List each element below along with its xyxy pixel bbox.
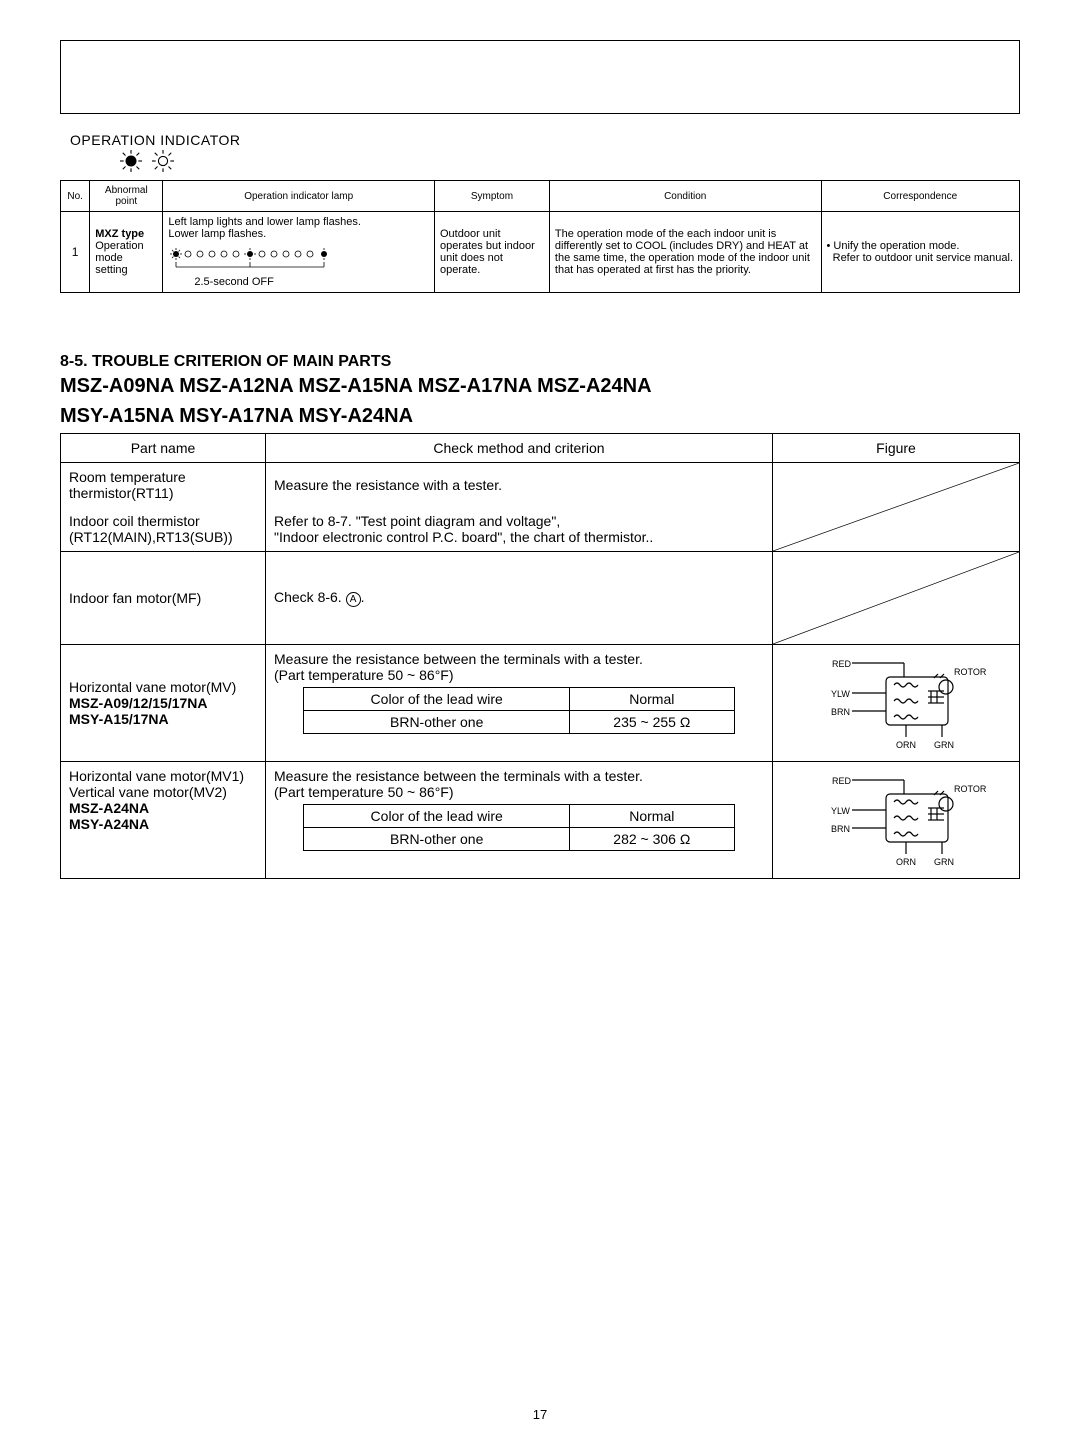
crit-s4-v2: 235 ~ 255 Ω	[570, 711, 735, 734]
ml-brn: BRN	[831, 707, 850, 717]
crit-p5-l2: Vertical vane motor(MV2)	[69, 784, 227, 800]
crit-s4-v1: BRN-other one	[304, 711, 570, 734]
crit-s5-h2: Normal	[570, 805, 735, 828]
crit-subtable-5: Color of the lead wire Normal BRN-other …	[303, 804, 734, 851]
crit-subtable-4: Color of the lead wire Normal BRN-other …	[303, 687, 734, 734]
hollow-sun-icon	[152, 150, 174, 172]
op-th-lamp: Operation indicator lamp	[163, 181, 435, 212]
op-lamp-bot: 2.5-second OFF	[194, 276, 429, 288]
diagonal-line-icon	[773, 463, 1019, 551]
crit-part-3: Indoor fan motor(MF)	[61, 552, 266, 645]
svg-text:RED: RED	[832, 776, 852, 786]
crit-method-1: Measure the resistance with a tester.	[266, 463, 773, 508]
op-lamp-top: Left lamp lights and lower lamp flashes.	[168, 216, 429, 228]
crit-part-1: Room temperature thermistor(RT11)	[61, 463, 266, 508]
motor-diagram-icon: RED YLW BRN ORN GRN ROTOR	[796, 770, 996, 870]
op-abn-l2: Operation mode setting	[95, 240, 143, 276]
op-td-corr: • Unify the operation mode. Refer to out…	[821, 212, 1020, 293]
section-title: 8-5. TROUBLE CRITERION OF MAIN PARTS	[60, 353, 1020, 371]
crit-m4-a: Measure the resistance between the termi…	[274, 651, 643, 667]
crit-method-5: Measure the resistance between the termi…	[266, 762, 773, 879]
crit-part-2: Indoor coil thermistor (RT12(MAIN),RT13(…	[61, 507, 266, 552]
operation-indicator-label: OPERATION INDICATOR	[70, 132, 1020, 148]
crit-th-figure: Figure	[773, 434, 1020, 463]
crit-m3-a: Check 8-6.	[274, 589, 346, 605]
ml-orn: ORN	[896, 740, 916, 750]
crit-m1-text: Measure the resistance with a tester.	[274, 477, 502, 493]
svg-text:ROTOR: ROTOR	[954, 784, 987, 794]
indicator-icons-row	[120, 150, 1020, 172]
crit-s5-v2: 282 ~ 306 Ω	[570, 828, 735, 851]
operation-indicator-table: No. Abnormal point Operation indicator l…	[60, 180, 1020, 293]
circled-a-icon: A	[346, 592, 361, 607]
diagonal-line-icon	[773, 552, 1019, 644]
crit-p4-l3: MSY-A15/17NA	[69, 711, 169, 727]
header-gray-box	[60, 40, 1020, 114]
op-td-lamp: Left lamp lights and lower lamp flashes.…	[163, 212, 435, 293]
crit-fig-4: RED YLW BRN ORN GRN ROTOR	[773, 645, 1020, 762]
op-th-condition: Condition	[549, 181, 821, 212]
crit-fig-5: RED YLW BRN ORN GRN ROTOR	[773, 762, 1020, 879]
crit-method-2: Refer to 8-7. "Test point diagram and vo…	[266, 507, 773, 552]
crit-m3-c: .	[361, 589, 365, 605]
crit-fig-1	[773, 463, 1020, 552]
op-corr-l2: Refer to outdoor unit service manual.	[833, 252, 1013, 264]
svg-text:GRN: GRN	[934, 857, 954, 867]
op-th-no: No.	[61, 181, 90, 212]
op-td-no: 1	[61, 212, 90, 293]
svg-text:BRN: BRN	[831, 824, 850, 834]
op-td-condition: The operation mode of the each indoor un…	[549, 212, 821, 293]
crit-p4-l1: Horizontal vane motor(MV)	[69, 679, 236, 695]
crit-method-3: Check 8-6. A.	[266, 552, 773, 645]
crit-p5-l1: Horizontal vane motor(MV1)	[69, 768, 244, 784]
crit-fig-3	[773, 552, 1020, 645]
op-th-symptom: Symptom	[434, 181, 549, 212]
crit-p5-l3: MSZ-A24NA	[69, 800, 149, 816]
motor-diagram-icon: RED YLW BRN ORN GRN ROTOR	[796, 653, 996, 753]
crit-m2-text-a: Refer to 8-7. "Test point diagram and vo…	[274, 513, 560, 529]
svg-text:YLW: YLW	[831, 806, 850, 816]
op-lamp-mid: Lower lamp flashes.	[168, 228, 429, 240]
op-th-corr: Correspondence	[821, 181, 1020, 212]
crit-m2-text-b: "Indoor electronic control P.C. board", …	[274, 529, 653, 545]
op-th-abn: Abnormal point	[90, 181, 163, 212]
crit-p4-l2: MSZ-A09/12/15/17NA	[69, 695, 208, 711]
crit-s4-h1: Color of the lead wire	[304, 688, 570, 711]
page-number: 17	[0, 1407, 1080, 1422]
ml-grn: GRN	[934, 740, 954, 750]
crit-m5-a: Measure the resistance between the termi…	[274, 768, 643, 784]
crit-s4-h2: Normal	[570, 688, 735, 711]
criterion-table: Part name Check method and criterion Fig…	[60, 433, 1020, 879]
crit-th-part: Part name	[61, 434, 266, 463]
op-corr-l1: Unify the operation mode.	[833, 240, 959, 252]
op-th-abn-text: Abnormal point	[105, 185, 148, 207]
crit-m4-b: (Part temperature 50 ~ 86°F)	[274, 667, 454, 683]
ml-red: RED	[832, 659, 852, 669]
models-line-1: MSZ-A09NA MSZ-A12NA MSZ-A15NA MSZ-A17NA …	[60, 373, 1020, 399]
svg-text:ORN: ORN	[896, 857, 916, 867]
op-td-abn: MXZ type Operation mode setting	[90, 212, 163, 293]
crit-part-4: Horizontal vane motor(MV) MSZ-A09/12/15/…	[61, 645, 266, 762]
ml-ylw: YLW	[831, 689, 850, 699]
crit-s5-h1: Color of the lead wire	[304, 805, 570, 828]
op-td-symptom: Outdoor unit operates but indoor unit do…	[434, 212, 549, 293]
op-lamp-blink-graphic	[168, 244, 429, 272]
crit-p5-l4: MSY-A24NA	[69, 816, 149, 832]
models-line-2: MSY-A15NA MSY-A17NA MSY-A24NA	[60, 403, 1020, 429]
crit-m5-b: (Part temperature 50 ~ 86°F)	[274, 784, 454, 800]
crit-s5-v1: BRN-other one	[304, 828, 570, 851]
op-abn-l1: MXZ type	[95, 228, 144, 240]
crit-th-method: Check method and criterion	[266, 434, 773, 463]
ml-rotor: ROTOR	[954, 667, 987, 677]
filled-burst-icon	[120, 150, 142, 172]
crit-method-4: Measure the resistance between the termi…	[266, 645, 773, 762]
crit-part-5: Horizontal vane motor(MV1) Vertical vane…	[61, 762, 266, 879]
